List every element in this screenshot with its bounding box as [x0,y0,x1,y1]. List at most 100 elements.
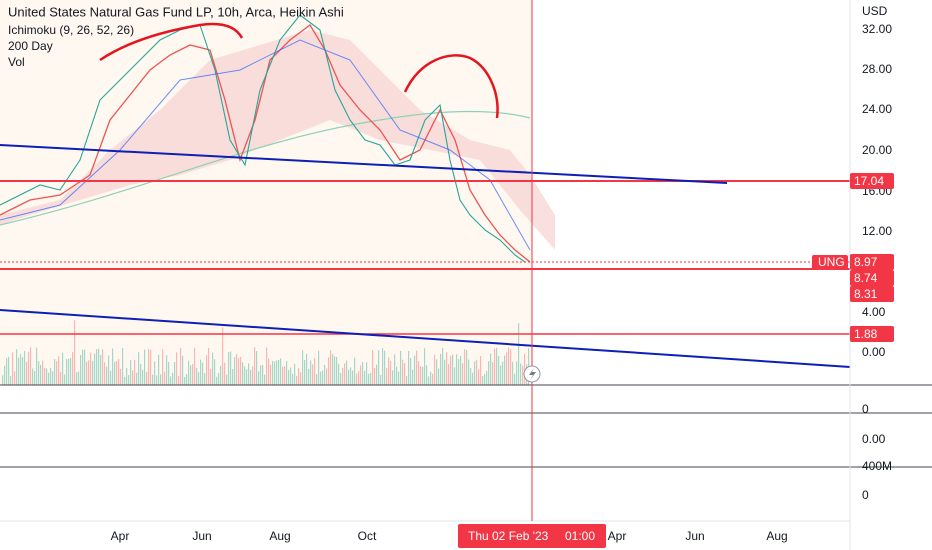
indicator-label[interactable]: Vol [8,55,25,69]
volume-bar [404,363,406,385]
volume-bar [336,356,338,385]
volume-bar [208,347,210,385]
volume-bar [366,362,368,385]
volume-bar [2,375,4,385]
cursor-time: 01:00 [565,529,595,543]
volume-bar [326,368,328,385]
base-line [0,39,531,251]
volume-bar [236,354,238,385]
volume-bar [212,352,214,385]
volume-bar [356,373,358,385]
volume-bar [160,374,162,385]
ichimoku-cloud [0,30,555,250]
conversion-line [0,14,526,263]
volume-bar [514,373,516,385]
volume-bar [112,348,114,385]
volume-bar [334,356,336,385]
volume-bar [210,368,212,385]
volume-bar [468,359,470,385]
time-label: Aug [766,529,787,543]
indicator-label[interactable]: Ichimoku (9, 26, 52, 26) [8,23,134,37]
time-label: Aug [269,529,290,543]
volume-bar [424,348,426,385]
volume-bar [108,355,110,385]
volume-bar [110,370,112,385]
volume-bar [358,371,360,385]
volume-bar [170,376,172,385]
volume-bar [144,349,146,385]
ma-200 [0,110,531,226]
volume-bar [82,349,84,385]
volume-bar [408,351,410,385]
volume-bar [102,349,104,385]
volume-bar [58,356,60,385]
volume-bar [494,348,496,385]
volume-bar [462,363,464,385]
volume-bar [376,364,378,385]
volume-bar [426,365,428,385]
pane-label: 0 [862,402,869,416]
volume-bar [502,361,504,385]
volume-bar [272,360,274,385]
volume-bar [308,368,310,385]
volume-bar [506,352,508,385]
price-tag-text: 1.88 [854,327,878,341]
volume-bar [16,349,18,385]
price-label: 4.00 [862,305,886,319]
volume-bar [246,369,248,385]
volume-bar [234,357,236,385]
volume-bar [318,350,320,385]
volume-bar [190,365,192,385]
volume-bar [80,354,82,385]
volume-bar [4,365,6,385]
volume-bar [104,362,106,385]
volume-bar [198,372,200,385]
volume-bar [418,361,420,385]
price-label: 20.00 [862,143,892,157]
volume-bar [508,347,510,385]
volume-bar [140,363,142,385]
volume-bar [490,353,492,385]
volume-bar [188,360,190,385]
price-tag-text: 8.74 [854,271,878,285]
symbol-tag [812,255,848,270]
volume-bar [232,368,234,385]
price-tag [850,286,894,302]
volume-bar [510,349,512,385]
volume-bar [154,361,156,385]
trend-line [0,144,728,184]
volume-bar [168,361,170,385]
volume-bar [478,369,480,385]
volume-bar [30,347,32,385]
volume-bar [172,372,174,385]
volume-bar [6,358,8,385]
volume-bar [216,376,218,385]
volume-bar [342,367,344,385]
volume-bar [74,320,76,385]
volume-bar [438,368,440,385]
indicator-label[interactable]: 200 Day [8,39,53,53]
volume-bar [430,371,432,385]
volume-bar [406,376,408,385]
volume-bar [68,358,70,385]
volume-bar [374,367,376,385]
volume-bar [504,355,506,385]
volume-bar [402,359,404,385]
symbol-title: United States Natural Gas Fund LP, 10h, … [8,4,344,19]
volume-bar [398,371,400,385]
volume-bar [54,359,56,385]
volume-bar [222,327,224,385]
volume-bar [142,370,144,385]
volume-bar [416,350,418,385]
volume-bar [382,348,384,385]
volume-bar [328,357,330,385]
volume-bar [48,372,50,385]
volume-bar [484,374,486,385]
cursor-time-tag [458,524,606,548]
volume-bar [340,372,342,385]
volume-bar [224,362,226,385]
volume-bar [38,361,40,385]
price-label: 12.00 [862,224,892,238]
volume-bar [516,361,518,385]
volume-bar [260,365,262,385]
